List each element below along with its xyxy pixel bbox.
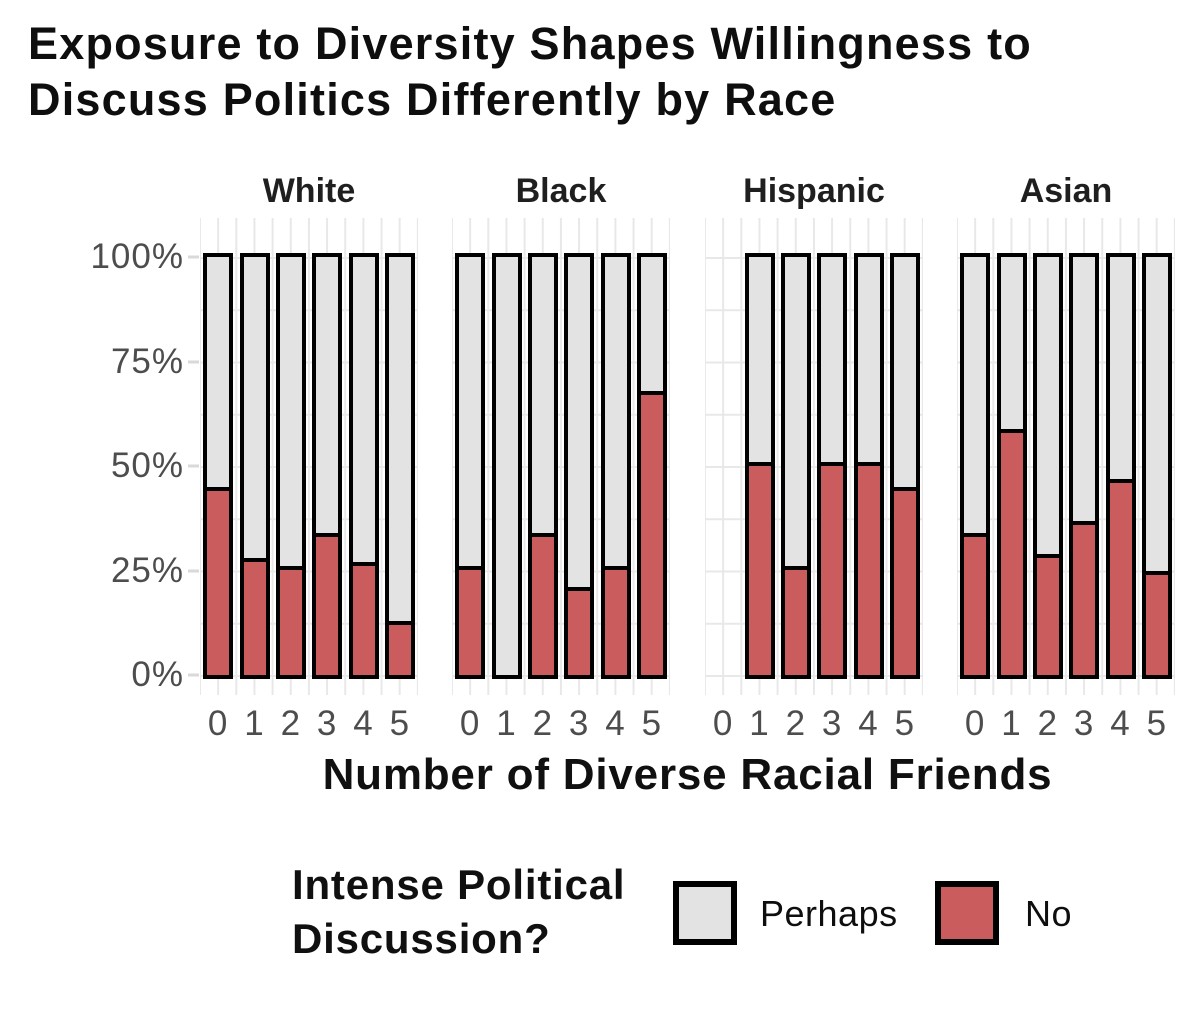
- x-tick-label: 3: [1073, 704, 1095, 743]
- bar-asian-5: [1141, 253, 1172, 679]
- bar-black-4: [600, 253, 631, 679]
- x-axis-title: Number of Diverse Racial Friends: [322, 750, 1053, 799]
- bar-black-5: [636, 253, 667, 679]
- bar-white-1: [239, 253, 270, 679]
- bar-segment-no: [459, 566, 482, 675]
- bar-segment-no: [893, 487, 916, 675]
- bar-asian-2: [1032, 253, 1063, 679]
- y-axis-label-25: 25%: [110, 550, 184, 590]
- bar-segment-no: [316, 533, 339, 675]
- bar-black-1: [491, 253, 522, 679]
- bar-segment-no: [279, 566, 302, 675]
- y-axis-tickmark: [188, 569, 199, 572]
- bar-segment-no: [821, 462, 844, 675]
- bar-hispanic-3: [817, 253, 848, 679]
- facet-label-black: Black: [515, 172, 607, 210]
- facet-label-white: White: [262, 172, 356, 210]
- bar-white-2: [275, 253, 306, 679]
- x-tick-label: 0: [964, 704, 986, 743]
- legend-swatch-perhaps: [673, 881, 737, 945]
- facet-panel-hispanic: [705, 218, 923, 695]
- y-axis-label-100: 100%: [90, 237, 184, 276]
- bar-segment-no: [531, 533, 554, 675]
- chart-title-line2: Discuss Politics Differently by Race: [28, 74, 837, 125]
- x-tick-label: 3: [316, 704, 338, 743]
- bar-segment-no: [784, 566, 807, 675]
- legend-title-line2: Discussion?: [292, 915, 551, 962]
- bar-segment-no: [640, 391, 663, 675]
- facet-panel-white: [200, 218, 418, 695]
- legend-label-no: No: [1025, 893, 1073, 934]
- bar-segment-no: [1000, 429, 1023, 675]
- bar-white-5: [384, 253, 415, 679]
- y-axis-tickmark: [188, 255, 199, 259]
- bar-segment-no: [748, 462, 771, 675]
- legend-title-line1: Intense Political: [292, 861, 626, 908]
- x-tick-label: 0: [207, 704, 229, 743]
- legend-swatch-no: [935, 881, 999, 945]
- y-axis-tickmark: [188, 464, 199, 468]
- bar-white-3: [312, 253, 343, 679]
- bar-hispanic-4: [853, 253, 884, 679]
- x-tick-label: 1: [1001, 704, 1022, 743]
- x-tick-label: 4: [353, 704, 374, 743]
- x-tick-label: 5: [894, 704, 916, 743]
- bar-white-4: [348, 253, 379, 679]
- bar-asian-1: [996, 253, 1027, 679]
- x-tick-label: 0: [712, 704, 734, 743]
- y-axis-label-75: 75%: [110, 341, 184, 381]
- x-tick-label: 4: [858, 704, 879, 743]
- x-tick-label: 3: [821, 704, 843, 743]
- bar-segment-no: [964, 533, 987, 675]
- bar-segment-no: [352, 562, 375, 675]
- bar-asian-3: [1069, 253, 1100, 679]
- x-tick-label: 5: [641, 704, 663, 743]
- bar-hispanic-5: [889, 253, 920, 679]
- legend-title: Intense Political Discussion?: [292, 858, 625, 966]
- chart-title-line1: Exposure to Diversity Shapes Willingness…: [28, 18, 1032, 69]
- x-tick-label: 3: [568, 704, 590, 743]
- x-tick-label: 5: [389, 704, 411, 743]
- facet-panel-black: [452, 218, 670, 695]
- bar-segment-no: [1073, 521, 1096, 675]
- bar-black-0: [455, 253, 486, 679]
- bar-hispanic-1: [744, 253, 775, 679]
- y-axis-tickmark: [188, 673, 199, 677]
- y-axis-tickmark: [188, 360, 199, 363]
- bar-segment-no: [388, 621, 411, 675]
- x-tick-label: 2: [785, 704, 807, 743]
- bar-asian-0: [960, 253, 991, 679]
- bar-hispanic-2: [780, 253, 811, 679]
- bar-black-3: [564, 253, 595, 679]
- x-tick-label: 4: [605, 704, 626, 743]
- x-tick-label: 1: [749, 704, 770, 743]
- y-axis-label-50: 50%: [110, 446, 184, 485]
- x-tick-label: 0: [459, 704, 481, 743]
- bar-segment-no: [857, 462, 880, 675]
- x-tick-label: 2: [280, 704, 302, 743]
- legend-label-perhaps: Perhaps: [760, 893, 898, 934]
- bar-asian-4: [1105, 253, 1136, 679]
- bar-segment-no: [604, 566, 627, 675]
- bar-segment-no: [1036, 554, 1059, 675]
- bar-segment-no: [1109, 479, 1132, 675]
- x-tick-label: 2: [1037, 704, 1059, 743]
- bar-segment-no: [568, 587, 591, 675]
- facet-label-asian: Asian: [1019, 172, 1113, 210]
- bar-white-0: [203, 253, 234, 679]
- facet-panel-asian: [957, 218, 1175, 695]
- chart-title: Exposure to Diversity Shapes Willingness…: [28, 16, 1200, 128]
- bar-segment-no: [1145, 571, 1168, 675]
- x-tick-label: 5: [1146, 704, 1168, 743]
- x-tick-label: 2: [532, 704, 554, 743]
- y-axis-label-0: 0%: [131, 655, 184, 694]
- bar-segment-no: [207, 487, 230, 675]
- x-tick-label: 1: [496, 704, 517, 743]
- facet-label-hispanic: Hispanic: [743, 172, 885, 210]
- x-tick-label: 4: [1110, 704, 1131, 743]
- bar-black-2: [527, 253, 558, 679]
- x-tick-label: 1: [244, 704, 265, 743]
- bar-segment-no: [243, 558, 266, 675]
